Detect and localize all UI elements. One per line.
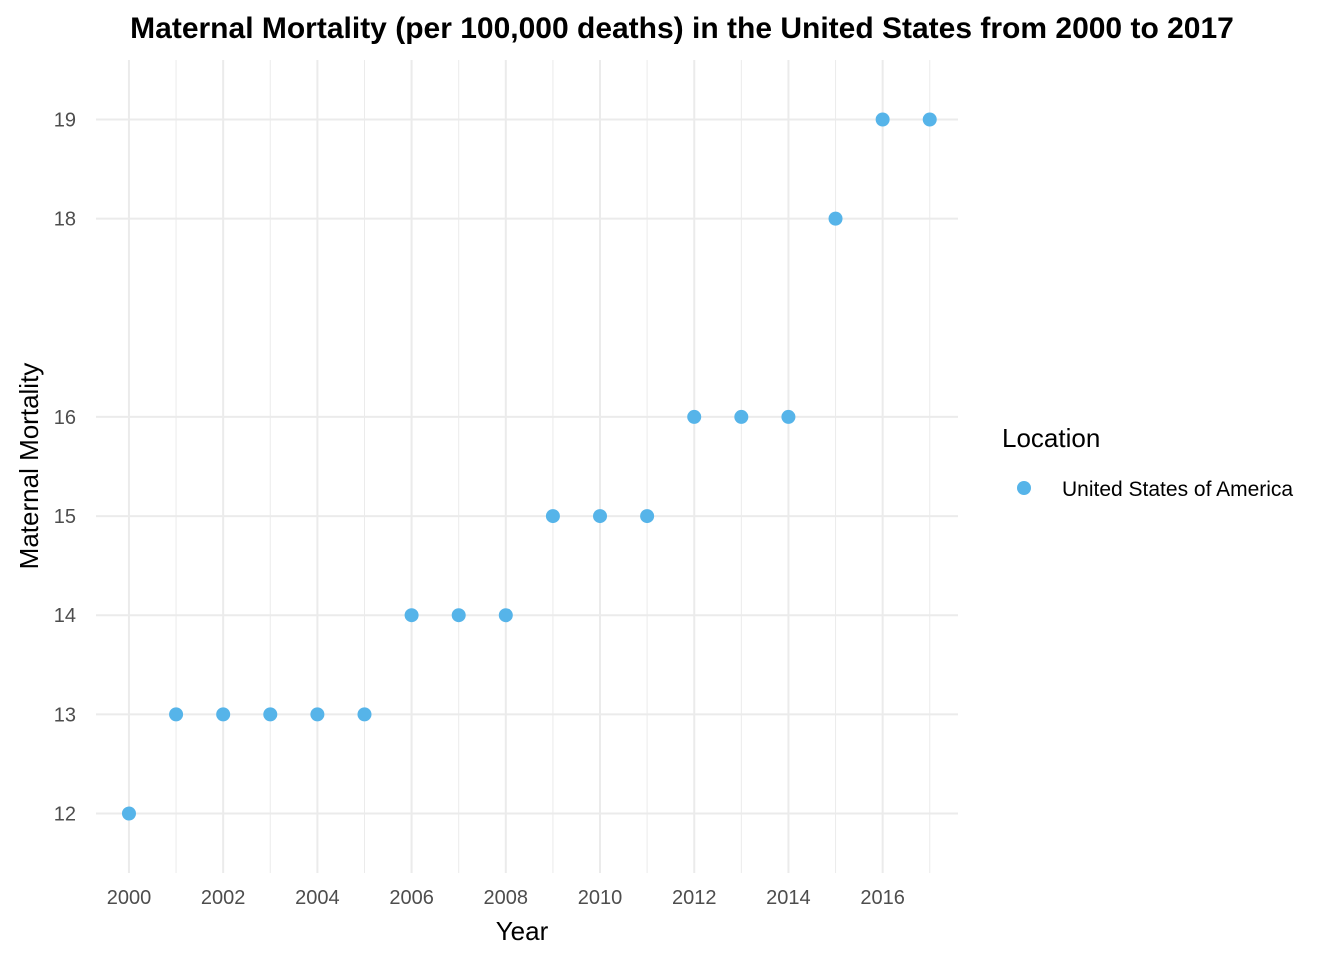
x-tick-label: 2012 xyxy=(672,887,717,909)
legend-title: Location xyxy=(1002,423,1100,453)
data-point xyxy=(404,608,419,623)
data-point xyxy=(545,509,560,524)
y-tick-label: 15 xyxy=(54,506,76,528)
data-point xyxy=(263,707,278,722)
x-tick-label: 2008 xyxy=(484,887,529,909)
y-tick-label: 14 xyxy=(54,605,76,627)
data-point xyxy=(593,509,608,524)
x-tick-label: 2000 xyxy=(107,887,152,909)
chart-title: Maternal Mortality (per 100,000 deaths) … xyxy=(130,12,1234,45)
x-tick-label: 2016 xyxy=(860,887,905,909)
data-point xyxy=(687,409,702,424)
data-point xyxy=(357,707,372,722)
x-tick-label: 2010 xyxy=(578,887,623,909)
minor-gridlines xyxy=(175,60,931,873)
x-tick-label: 2004 xyxy=(295,887,340,909)
data-point xyxy=(640,509,655,524)
data-point xyxy=(121,806,136,821)
y-tick-label: 13 xyxy=(54,704,76,726)
data-point xyxy=(828,211,843,226)
data-point xyxy=(451,608,466,623)
legend: Location United States of America xyxy=(1002,423,1293,501)
y-tick-label: 19 xyxy=(54,109,76,131)
data-point xyxy=(216,707,231,722)
y-axis-ticks: 12 13 14 15 16 18 19 xyxy=(54,109,76,825)
data-point xyxy=(169,707,184,722)
data-point xyxy=(875,112,890,127)
major-gridlines xyxy=(96,60,958,873)
data-point xyxy=(922,112,937,127)
x-tick-label: 2014 xyxy=(766,887,811,909)
y-tick-label: 12 xyxy=(54,804,76,826)
x-axis-title: Year xyxy=(496,916,549,946)
data-point xyxy=(310,707,325,722)
y-tick-label: 16 xyxy=(54,407,76,429)
y-tick-label: 18 xyxy=(54,209,76,231)
x-tick-label: 2002 xyxy=(201,887,246,909)
data-point xyxy=(734,409,749,424)
x-tick-label: 2006 xyxy=(389,887,434,909)
y-axis-title: Maternal Mortality xyxy=(14,363,44,570)
legend-swatch xyxy=(1017,481,1031,495)
data-point xyxy=(498,608,513,623)
data-point xyxy=(781,409,796,424)
legend-entry-label: United States of America xyxy=(1062,478,1293,501)
data-points xyxy=(121,112,937,821)
x-axis-ticks: 2000 2002 2004 2006 2008 2010 2012 2014 2016 xyxy=(107,887,905,909)
